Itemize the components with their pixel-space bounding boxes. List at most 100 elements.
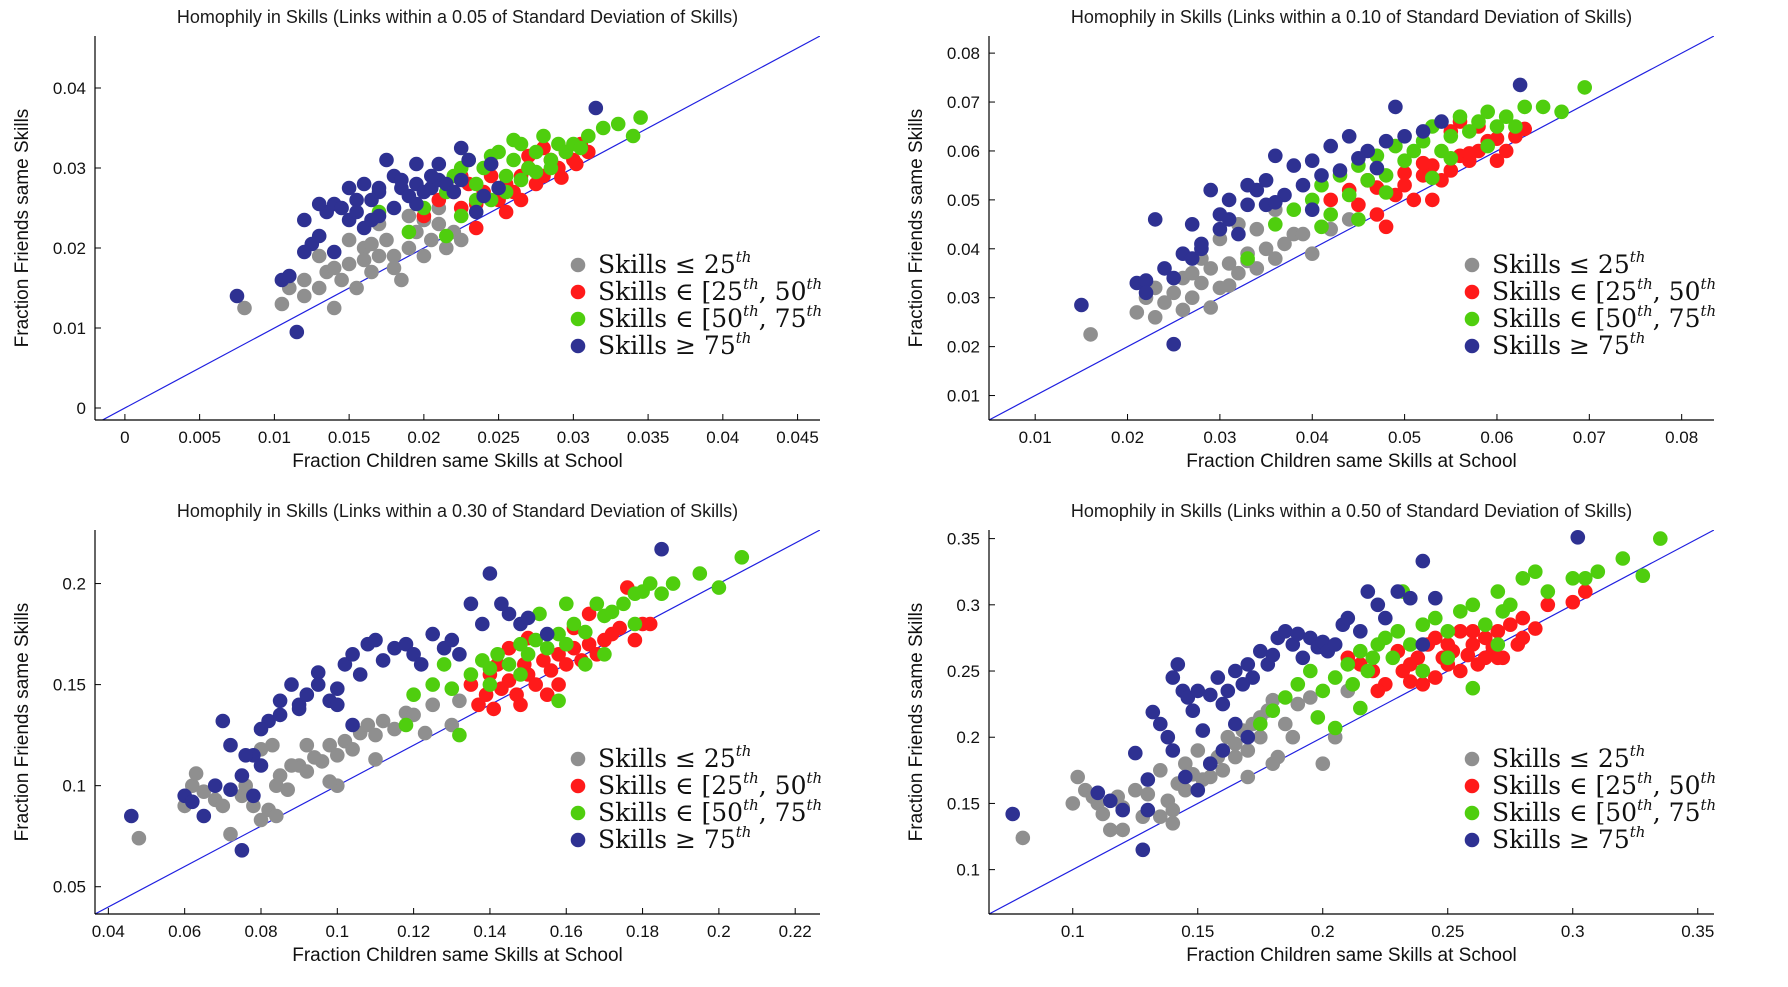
scatter-point-series-4 xyxy=(215,713,231,729)
y-tick-label: 0.07 xyxy=(947,93,980,112)
scatter-point-series-3 xyxy=(468,176,484,192)
scatter-point-series-1 xyxy=(299,764,315,779)
scatter-point-series-1 xyxy=(272,768,288,783)
legend-marker-p3 xyxy=(1464,311,1480,327)
y-tick-label: 0.03 xyxy=(947,289,980,308)
scatter-point-series-1 xyxy=(1221,256,1237,271)
scatter-point-series-4 xyxy=(406,647,421,662)
scatter-points xyxy=(1074,77,1592,352)
scatter-point-series-3 xyxy=(1517,99,1532,115)
scatter-point-series-4 xyxy=(1212,221,1228,237)
scatter-point-series-3 xyxy=(1471,114,1486,129)
scatter-point-series-2 xyxy=(1370,683,1386,699)
legend-label-p1: Skills ≤ 25th xyxy=(598,742,751,773)
x-axis-label: Fraction Children same Skills at School xyxy=(292,945,623,966)
scatter-point-series-2 xyxy=(498,204,514,220)
scatter-point-series-3 xyxy=(1440,650,1456,666)
scatter-point-series-2 xyxy=(1369,207,1385,222)
scatter-point-series-1 xyxy=(1240,743,1256,758)
scatter-point-series-4 xyxy=(371,180,387,196)
y-axis-label: Fraction Friends same Skills xyxy=(12,603,33,842)
scatter-point-series-2 xyxy=(463,677,479,692)
scatter-point-series-2 xyxy=(1428,630,1443,646)
scatter-point-series-4 xyxy=(124,808,139,824)
scatter-point-series-3 xyxy=(597,647,612,662)
scatter-point-series-4 xyxy=(1403,590,1418,606)
scatter-point-series-4 xyxy=(1286,158,1302,173)
scatter-point-series-1 xyxy=(1285,729,1301,745)
legend-label-p4: Skills ≥ 75th xyxy=(598,823,751,854)
scatter-point-series-1 xyxy=(265,737,280,753)
scatter-point-series-4 xyxy=(330,697,345,713)
scatter-point-series-4 xyxy=(356,176,372,192)
scatter-point-series-3 xyxy=(1360,173,1375,188)
scatter-point-series-4 xyxy=(1327,637,1343,652)
diagonal-line xyxy=(102,36,820,420)
scatter-point-series-3 xyxy=(1528,564,1543,579)
scatter-point-series-4 xyxy=(1340,610,1356,626)
chart-title: Homophily in Skills (Links within a 0.30… xyxy=(177,501,738,521)
scatter-point-series-2 xyxy=(1465,624,1481,639)
scatter-points xyxy=(124,541,750,858)
scatter-point-series-1 xyxy=(330,748,345,763)
scatter-point-series-1 xyxy=(1015,830,1031,846)
x-tick-label: 0.14 xyxy=(473,922,506,941)
scatter-point-series-2 xyxy=(539,687,555,702)
scatter-point-series-1 xyxy=(1221,278,1237,293)
scatter-point-series-1 xyxy=(1184,290,1200,306)
scatter-point-series-1 xyxy=(1203,769,1218,785)
scatter-point-series-2 xyxy=(551,647,566,662)
scatter-point-series-3 xyxy=(1406,143,1422,159)
scatter-point-series-4 xyxy=(289,324,305,340)
scatter-point-series-1 xyxy=(1153,763,1168,778)
x-tick-label: 0.1 xyxy=(1061,922,1085,941)
scatter-point-series-4 xyxy=(297,212,312,228)
scatter-point-series-4 xyxy=(223,782,238,797)
scatter-point-series-4 xyxy=(1166,336,1181,352)
scatter-point-series-3 xyxy=(1253,716,1268,732)
scatter-point-series-4 xyxy=(1178,769,1193,785)
legend-marker-p4 xyxy=(1464,832,1480,848)
scatter-point-series-2 xyxy=(1323,192,1338,208)
y-tick-label: 0.02 xyxy=(947,338,980,357)
scatter-point-series-3 xyxy=(482,677,498,692)
scatter-point-series-4 xyxy=(1228,716,1243,732)
scatter-point-series-1 xyxy=(1203,300,1218,315)
scatter-point-series-4 xyxy=(1220,683,1236,699)
scatter-point-series-4 xyxy=(1397,129,1412,144)
scatter-point-series-4 xyxy=(1341,129,1357,144)
y-tick-label: 0.1 xyxy=(956,861,980,880)
scatter-point-series-2 xyxy=(1465,637,1481,652)
chart-svg: Homophily in Skills (Links within a 0.05… xyxy=(12,7,822,472)
scatter-point-series-1 xyxy=(322,737,338,753)
scatter-point-series-4 xyxy=(413,657,429,672)
scatter-point-series-1 xyxy=(322,774,338,789)
scatter-point-series-4 xyxy=(379,152,394,168)
scatter-point-series-3 xyxy=(1353,643,1368,659)
scatter-point-series-3 xyxy=(1290,677,1306,692)
diagonal-line xyxy=(989,530,1714,914)
scatter-point-series-4 xyxy=(253,758,269,773)
scatter-point-series-4 xyxy=(444,632,460,648)
scatter-point-series-4 xyxy=(223,737,238,753)
x-tick-label: 0.015 xyxy=(328,428,371,447)
scatter-point-series-2 xyxy=(1515,630,1531,646)
scatter-point-series-1 xyxy=(424,232,439,248)
scatter-point-series-2 xyxy=(1489,153,1505,168)
chart-panel-2: Homophily in Skills (Links within a 0.10… xyxy=(894,0,1788,493)
scatter-point-series-1 xyxy=(360,717,376,733)
scatter-point-series-3 xyxy=(589,596,605,612)
x-tick-label: 0.07 xyxy=(1573,428,1606,447)
scatter-point-series-4 xyxy=(463,596,479,612)
scatter-point-series-1 xyxy=(1070,769,1085,785)
x-tick-label: 0.08 xyxy=(1665,428,1698,447)
scatter-point-series-3 xyxy=(1425,170,1440,186)
scatter-point-series-1 xyxy=(1253,729,1268,745)
scatter-point-series-3 xyxy=(692,566,708,581)
scatter-point-series-1 xyxy=(223,826,238,842)
legend-label-p3: Skills ∈ [50th, 75th xyxy=(598,796,822,827)
scatter-point-series-4 xyxy=(1194,241,1209,257)
y-tick-label: 0.05 xyxy=(53,878,86,897)
scatter-point-series-4 xyxy=(1195,723,1211,738)
